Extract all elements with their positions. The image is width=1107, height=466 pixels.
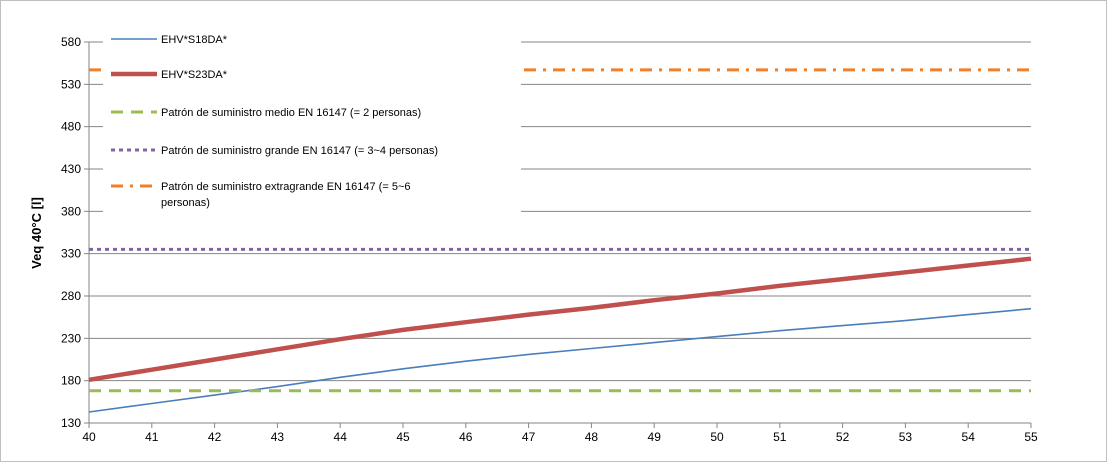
x-tick-label: 54 xyxy=(962,430,976,444)
x-tick-label: 52 xyxy=(836,430,850,444)
x-tick-label: 42 xyxy=(208,430,222,444)
legend-box xyxy=(103,25,521,221)
x-tick-label: 45 xyxy=(396,430,410,444)
x-tick-label: 55 xyxy=(1024,430,1038,444)
y-tick-label: 580 xyxy=(61,35,81,49)
y-tick-label: 430 xyxy=(61,162,81,176)
y-tick-label: 480 xyxy=(61,120,81,134)
legend-label-4: Patrón de suministro grande EN 16147 (= … xyxy=(161,145,438,157)
y-tick-label: 530 xyxy=(61,77,81,91)
x-tick-label: 49 xyxy=(648,430,662,444)
y-tick-label: 130 xyxy=(61,416,81,430)
legend-label-5: Patrón de suministro extragrande EN 1614… xyxy=(161,181,410,209)
legend: EHV*S18DA* EHV*S23DA* Patrón de suministro… xyxy=(103,25,521,221)
y-tick-label: 280 xyxy=(61,289,81,303)
x-tick-label: 46 xyxy=(459,430,473,444)
x-tick-label: 50 xyxy=(710,430,724,444)
y-tick-label: 380 xyxy=(61,204,81,218)
legend-label-1: EHV*S18DA* xyxy=(161,34,228,46)
y-tick-label: 230 xyxy=(61,331,81,345)
axes xyxy=(88,42,1031,424)
x-tick-label: 43 xyxy=(271,430,285,444)
y-tick-label: 180 xyxy=(61,374,81,388)
legend-label-2: EHV*S23DA* xyxy=(161,69,228,81)
y-tick-labels: 130 180 230 280 330 380 430 480 530 580 xyxy=(61,35,89,430)
y-axis-label: Veq 40°C [l] xyxy=(29,197,44,269)
x-tick-labels: 40 41 42 43 44 45 46 47 48 49 50 51 52 53 54 55 xyxy=(82,423,1038,444)
y-tick-label: 330 xyxy=(61,247,81,261)
x-tick-label: 40 xyxy=(82,430,96,444)
x-tick-label: 41 xyxy=(145,430,159,444)
series-line-1 xyxy=(88,307,1032,413)
x-tick-label: 53 xyxy=(899,430,913,444)
legend-label-3: Patrón de suministro medio EN 16147 (= 2… xyxy=(161,107,421,119)
x-tick-label: 48 xyxy=(585,430,599,444)
x-tick-label: 51 xyxy=(773,430,787,444)
series-line-2 xyxy=(88,256,1032,383)
x-tick-label: 47 xyxy=(522,430,536,444)
x-tick-label: 44 xyxy=(334,430,348,444)
